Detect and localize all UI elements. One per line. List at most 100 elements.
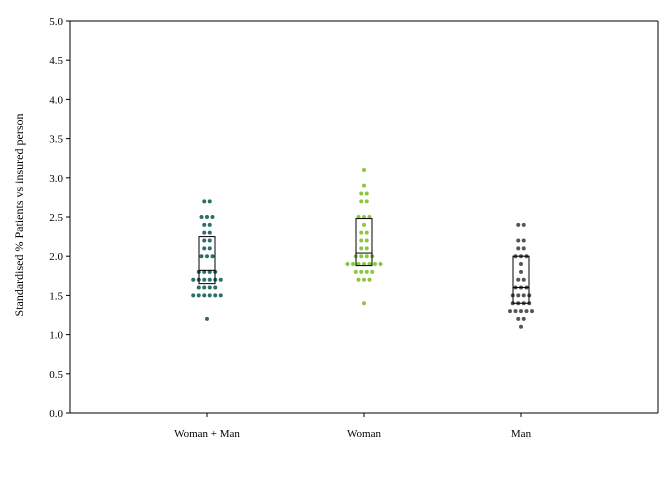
series-group bbox=[508, 222, 534, 329]
data-point bbox=[359, 254, 364, 259]
data-point bbox=[191, 277, 196, 282]
y-tick-label: 4.5 bbox=[49, 55, 63, 67]
data-point bbox=[516, 246, 521, 251]
data-point bbox=[367, 215, 372, 219]
data-point bbox=[196, 285, 201, 290]
data-point bbox=[202, 230, 207, 235]
data-point bbox=[207, 277, 212, 282]
data-point bbox=[207, 285, 212, 290]
data-point bbox=[521, 238, 526, 243]
data-point bbox=[373, 262, 377, 267]
data-point bbox=[353, 269, 358, 274]
data-point bbox=[218, 293, 223, 298]
data-point bbox=[370, 269, 375, 274]
data-point bbox=[364, 230, 369, 235]
data-point bbox=[516, 316, 521, 321]
y-tick-label: 0.5 bbox=[49, 369, 63, 381]
data-point bbox=[362, 215, 366, 219]
data-point bbox=[202, 285, 207, 290]
data-point bbox=[202, 293, 207, 298]
data-point bbox=[205, 215, 209, 219]
y-tick-label: 2.0 bbox=[49, 251, 63, 263]
data-point bbox=[199, 215, 204, 219]
data-point bbox=[530, 309, 534, 314]
data-point bbox=[521, 293, 526, 298]
data-point bbox=[367, 262, 372, 267]
x-axis: Woman + Man Woman Man bbox=[174, 413, 532, 440]
series-group bbox=[191, 199, 223, 321]
data-point bbox=[521, 277, 526, 282]
data-point bbox=[521, 222, 526, 227]
data-point bbox=[362, 222, 366, 227]
data-point bbox=[196, 293, 201, 298]
data-point bbox=[356, 262, 361, 267]
data-point bbox=[362, 277, 366, 282]
series-group bbox=[345, 167, 383, 306]
data-point bbox=[359, 191, 364, 196]
iqr-box bbox=[512, 255, 530, 304]
data-point bbox=[207, 293, 212, 298]
data-point bbox=[199, 254, 204, 259]
data-point bbox=[359, 246, 364, 251]
data-point bbox=[364, 191, 369, 196]
y-tick-label: 0.0 bbox=[49, 408, 63, 420]
data-point bbox=[367, 277, 372, 282]
data-point bbox=[205, 254, 209, 259]
data-point bbox=[362, 167, 366, 172]
y-tick-label: 5.0 bbox=[49, 16, 63, 28]
data-point bbox=[364, 246, 369, 251]
data-point bbox=[207, 222, 212, 227]
data-point bbox=[359, 230, 364, 235]
data-point bbox=[210, 254, 215, 259]
data-point bbox=[202, 238, 207, 243]
data-point bbox=[356, 215, 361, 219]
data-point bbox=[519, 269, 523, 274]
data-point bbox=[207, 238, 212, 243]
data-point bbox=[364, 199, 369, 204]
data-point bbox=[351, 262, 355, 267]
data-point bbox=[207, 230, 212, 235]
data-point bbox=[345, 262, 350, 267]
series-layer bbox=[191, 167, 534, 329]
y-tick-label: 4.0 bbox=[49, 94, 63, 106]
data-point bbox=[378, 262, 383, 267]
iqr-box bbox=[355, 218, 373, 267]
x-tick-label: Woman + Man bbox=[174, 428, 240, 440]
y-tick-label: 2.5 bbox=[49, 212, 63, 224]
y-axis: 0.0 0.5 1.0 1.5 2.0 2.5 3.0 3.5 4.0 4.5 5.0 bbox=[49, 16, 70, 420]
data-point bbox=[364, 254, 369, 259]
data-point bbox=[202, 277, 207, 282]
data-point bbox=[202, 246, 207, 251]
data-point bbox=[519, 309, 523, 314]
y-tick-label: 1.5 bbox=[49, 290, 63, 302]
data-point bbox=[516, 222, 521, 227]
data-point bbox=[210, 215, 215, 219]
data-point bbox=[213, 285, 218, 290]
data-point bbox=[202, 222, 207, 227]
data-point bbox=[359, 269, 364, 274]
y-tick-label: 1.0 bbox=[49, 330, 63, 342]
iqr-box bbox=[198, 236, 216, 285]
x-tick-label: Man bbox=[511, 428, 532, 440]
x-tick-label: Woman bbox=[347, 428, 381, 440]
data-point bbox=[218, 277, 223, 282]
data-point bbox=[524, 309, 529, 314]
data-point bbox=[191, 293, 196, 298]
data-point bbox=[516, 277, 521, 282]
y-tick-label: 3.5 bbox=[49, 134, 63, 146]
data-point bbox=[516, 293, 521, 298]
data-point bbox=[202, 199, 207, 204]
y-axis-title: Standardised % Patients vs insured perso… bbox=[12, 114, 26, 317]
data-point bbox=[356, 277, 361, 282]
data-point bbox=[519, 324, 523, 329]
data-point bbox=[521, 246, 526, 251]
data-point bbox=[207, 199, 212, 204]
data-point bbox=[359, 199, 364, 204]
data-point bbox=[521, 316, 526, 321]
data-point bbox=[205, 316, 209, 321]
y-tick-label: 3.0 bbox=[49, 173, 63, 185]
data-point bbox=[364, 269, 369, 274]
data-point bbox=[213, 293, 218, 298]
